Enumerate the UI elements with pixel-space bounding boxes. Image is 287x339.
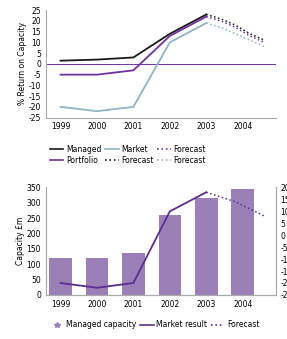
Bar (158, 215, 181, 295)
Y-axis label: Capacity £m: Capacity £m (16, 217, 25, 265)
Bar (231, 189, 254, 295)
Bar (195, 198, 218, 295)
Bar (122, 254, 145, 295)
Bar (86, 258, 108, 295)
Legend: Managed, Portfolio, Market, Forecast, Forecast, Forecast: Managed, Portfolio, Market, Forecast, Fo… (50, 145, 206, 165)
Legend: Managed capacity, Market result, Forecast: Managed capacity, Market result, Forecas… (50, 320, 259, 329)
Bar (49, 258, 72, 295)
Y-axis label: % Return on Capacity: % Return on Capacity (18, 22, 27, 105)
